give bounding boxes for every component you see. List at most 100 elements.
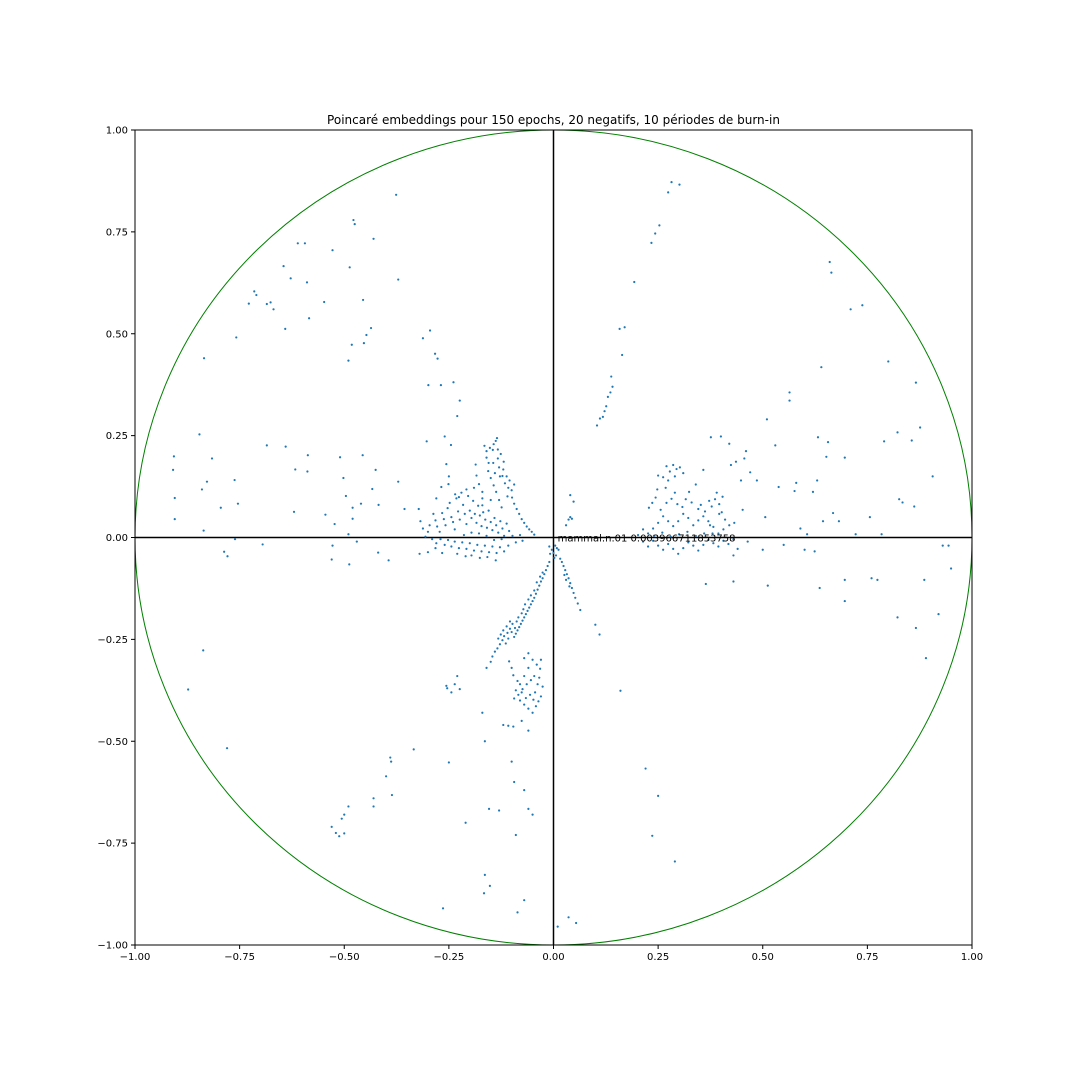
- data-point: [652, 534, 656, 537]
- data-point: [644, 767, 647, 770]
- data-point: [444, 524, 447, 527]
- data-point: [672, 547, 675, 551]
- data-point: [340, 817, 343, 820]
- data-point: [510, 496, 514, 499]
- data-point: [533, 674, 536, 678]
- data-point: [887, 360, 890, 363]
- data-point: [533, 589, 536, 592]
- data-point: [603, 410, 606, 413]
- data-point: [510, 630, 513, 634]
- data-point: [481, 497, 484, 500]
- data-point: [732, 580, 735, 583]
- y-tick-label: 0.75: [106, 227, 128, 238]
- y-tick-label: −0.25: [97, 635, 128, 646]
- data-point: [362, 342, 366, 345]
- data-point: [453, 540, 456, 543]
- data-point: [710, 505, 713, 508]
- data-point: [292, 510, 296, 513]
- data-point: [445, 684, 448, 687]
- data-point: [334, 831, 337, 835]
- data-point: [496, 448, 499, 451]
- data-point: [528, 693, 532, 696]
- y-tick-label: 0.00: [106, 533, 128, 544]
- data-point: [667, 520, 670, 523]
- data-point: [202, 529, 205, 532]
- data-point: [598, 633, 601, 636]
- data-point: [441, 511, 444, 515]
- data-point: [722, 539, 725, 542]
- data-point: [651, 834, 654, 837]
- data-point: [854, 533, 857, 536]
- data-point: [536, 683, 539, 686]
- data-point: [511, 534, 514, 537]
- data-point: [510, 489, 513, 492]
- data-point: [529, 603, 533, 606]
- data-point: [641, 528, 645, 531]
- data-point: [355, 540, 358, 543]
- x-tick-label: −0.75: [224, 952, 255, 963]
- data-point: [657, 544, 660, 547]
- data-point: [633, 280, 636, 284]
- data-point: [473, 512, 476, 515]
- data-point: [678, 183, 681, 186]
- data-point: [537, 700, 540, 703]
- data-point: [552, 551, 555, 555]
- data-point: [377, 503, 380, 506]
- data-point: [503, 550, 506, 553]
- data-point: [811, 490, 815, 493]
- data-point: [465, 522, 468, 526]
- data-point: [494, 439, 497, 443]
- mammal-annotation: mammal.n.01 0.003966711853758: [558, 534, 736, 545]
- data-point: [662, 476, 665, 479]
- data-point: [491, 529, 494, 532]
- data-point: [492, 443, 495, 446]
- data-point: [505, 475, 508, 478]
- data-point: [594, 623, 597, 626]
- data-point: [517, 616, 520, 619]
- data-point: [426, 551, 430, 554]
- data-point: [331, 544, 334, 547]
- data-point: [491, 448, 494, 451]
- data-point: [487, 461, 490, 465]
- data-point: [491, 545, 494, 548]
- data-point: [924, 657, 928, 660]
- data-point: [294, 468, 297, 471]
- data-point: [511, 622, 514, 625]
- data-point: [708, 524, 712, 527]
- data-point: [682, 547, 685, 550]
- data-point: [489, 660, 492, 663]
- data-point: [505, 522, 508, 525]
- data-point: [253, 290, 256, 293]
- data-point: [389, 756, 392, 759]
- data-point: [765, 418, 769, 421]
- data-point: [843, 599, 846, 603]
- data-point: [483, 544, 486, 547]
- data-point: [470, 531, 473, 534]
- data-point: [682, 472, 685, 475]
- data-point: [662, 515, 665, 518]
- data-point: [501, 527, 504, 530]
- data-point: [541, 577, 544, 580]
- data-point: [480, 524, 483, 528]
- data-point: [669, 535, 672, 538]
- data-point: [543, 573, 546, 576]
- data-point: [713, 498, 717, 501]
- x-tick-label: 0.00: [542, 952, 564, 963]
- data-point: [347, 359, 350, 362]
- data-point: [496, 457, 499, 460]
- data-point: [508, 620, 512, 623]
- data-point: [505, 625, 508, 628]
- data-point: [816, 479, 819, 482]
- data-point: [766, 584, 769, 587]
- data-point: [492, 461, 495, 465]
- data-point: [569, 494, 572, 497]
- data-point: [715, 491, 718, 494]
- data-point: [435, 542, 438, 545]
- data-point: [568, 585, 571, 588]
- data-point: [507, 637, 510, 640]
- data-point: [456, 414, 459, 418]
- data-point: [496, 647, 499, 650]
- data-point: [305, 281, 309, 284]
- plot-area: [135, 130, 972, 945]
- data-point: [446, 687, 449, 690]
